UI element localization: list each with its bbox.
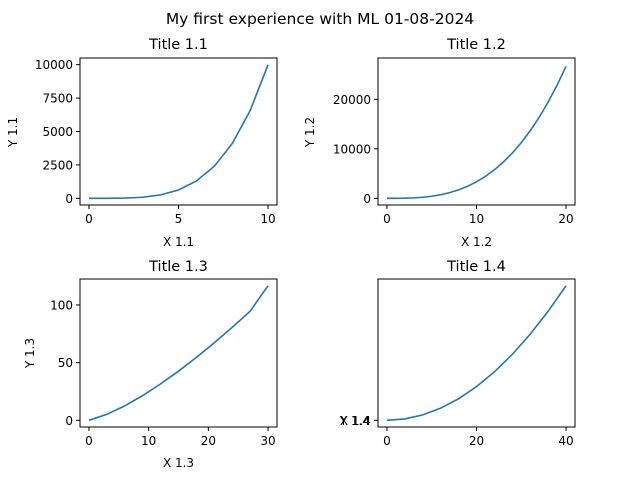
y-tick-label: 0 [65, 414, 73, 428]
subplot-title: Title 1.1 [148, 37, 208, 53]
x-tick-label: 20 [469, 434, 484, 448]
axes-frame [79, 57, 278, 206]
y-tick-label: 2500 [42, 158, 73, 172]
axes-frame [377, 278, 576, 428]
y-tick-label: 50 [58, 356, 73, 370]
subplot-1-4: Title 1.4 Y 1.4 0 20 40 X 1.4 [339, 259, 576, 448]
x-tick-label: 0 [85, 434, 93, 448]
x-tick-label: 5 [175, 212, 183, 226]
y-tick-label: 5000 [42, 125, 73, 139]
x-tick-label: 20 [558, 212, 573, 226]
x-tick-label: 0 [383, 434, 391, 448]
x-tick-label: 10 [141, 434, 156, 448]
series-line [386, 65, 567, 200]
subplot-1-2: Title 1.2 X 1.2 Y 1.2 0 10 20 0 10000 20000 [303, 37, 576, 249]
y-tick-label: 0 [65, 192, 73, 206]
overlap-y-tick-label: Y 1.4 [339, 414, 370, 428]
subplot-title: Title 1.4 [446, 259, 506, 275]
x-tick-label: 20 [201, 434, 216, 448]
x-axis-label: X 1.1 [163, 235, 194, 249]
x-tick-label: 30 [260, 434, 275, 448]
x-tick-label: 10 [260, 212, 275, 226]
y-tick-label: 10000 [35, 58, 73, 72]
series-line [386, 285, 567, 422]
y-axis-label: Y 1.1 [6, 117, 20, 148]
x-tick-label: 0 [383, 212, 391, 226]
subplot-title: Title 1.2 [446, 37, 506, 53]
x-tick-label: 10 [469, 212, 484, 226]
x-tick-label: 0 [85, 212, 93, 226]
axes-frame [377, 57, 576, 206]
x-axis-label: X 1.2 [461, 235, 492, 249]
subplot-1-1: Title 1.1 X 1.1 Y 1.1 0 5 10 0 2500 5000 7500 1… [6, 37, 278, 249]
subplot-1-3: Title 1.3 X 1.3 Y 1.3 0 10 20 30 0 50 100 [23, 259, 278, 470]
y-tick-label: 20000 [333, 93, 371, 107]
subplot-title: Title 1.3 [148, 259, 208, 275]
y-tick-label: 100 [50, 298, 73, 312]
axes-frame [79, 278, 278, 428]
y-tick-label: 0 [363, 192, 371, 206]
y-tick-label: 7500 [42, 92, 73, 106]
y-tick-label: X 1.4 [340, 414, 371, 428]
x-axis-label: X 1.3 [163, 456, 194, 470]
y-tick-label: 10000 [333, 142, 371, 156]
series-line [88, 64, 269, 200]
y-axis-label: Y 1.3 [23, 338, 37, 369]
y-axis-label: Y 1.2 [303, 117, 317, 148]
x-tick-label: 40 [558, 434, 573, 448]
figure-suptitle: My first experience with ML 01-08-2024 [166, 10, 474, 28]
series-line [88, 285, 269, 422]
